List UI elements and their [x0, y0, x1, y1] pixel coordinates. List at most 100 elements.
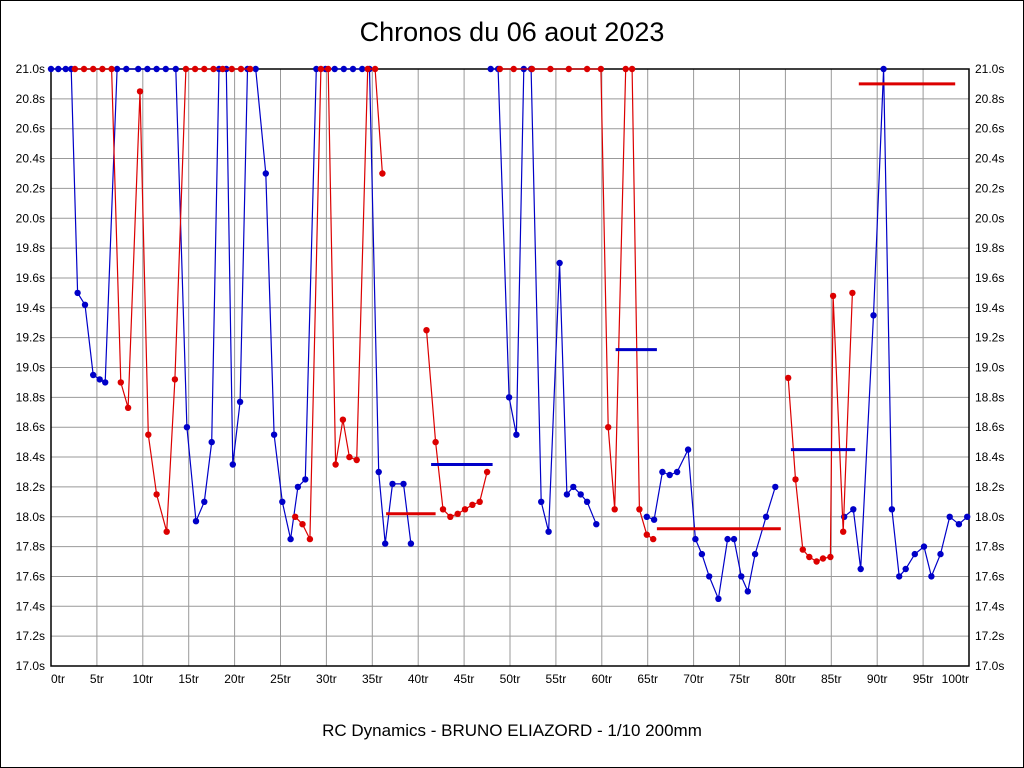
data-point: [162, 65, 169, 73]
data-point: [744, 588, 751, 595]
y-tick-label-right: 19.8s: [975, 241, 1004, 255]
data-point: [813, 558, 820, 565]
data-point: [432, 438, 439, 446]
data-point: [262, 170, 269, 177]
data-point: [299, 521, 306, 528]
data-point: [476, 498, 483, 505]
y-tick-label-right: 21.0s: [975, 62, 1004, 76]
data-point: [659, 468, 666, 476]
y-tick-label-right: 19.6s: [975, 271, 1004, 285]
data-point: [946, 513, 953, 520]
data-point: [80, 65, 88, 73]
data-point: [806, 553, 813, 561]
y-tick-label-right: 19.4s: [975, 301, 1004, 315]
y-tick-label-left: 18.0s: [16, 510, 45, 524]
data-point: [880, 65, 887, 73]
data-point: [911, 550, 918, 558]
data-point: [698, 550, 706, 558]
y-tick-label-left: 20.2s: [16, 181, 45, 195]
data-point: [538, 498, 545, 505]
data-point: [47, 65, 55, 73]
y-tick-label-right: 19.0s: [975, 361, 1004, 375]
data-point: [583, 65, 591, 73]
y-tick-label-right: 17.4s: [975, 599, 1004, 613]
y-tick-label-left: 18.4s: [16, 450, 45, 464]
y-tick-label-left: 17.2s: [16, 629, 45, 643]
data-point: [829, 292, 837, 300]
data-point: [423, 327, 430, 334]
data-point: [144, 65, 151, 73]
x-tick-label: 55tr: [546, 672, 567, 686]
data-point: [528, 65, 536, 73]
data-point: [684, 446, 692, 453]
data-point: [785, 374, 792, 382]
data-point: [850, 506, 857, 513]
data-point: [840, 528, 847, 535]
y-tick-label-right: 20.6s: [975, 122, 1004, 136]
data-point: [208, 438, 215, 446]
x-tick-label: 50tr: [500, 672, 521, 686]
data-point: [270, 431, 278, 438]
data-point: [955, 521, 963, 528]
data-point: [762, 513, 770, 520]
y-tick-label-left: 17.6s: [16, 569, 45, 583]
data-point: [135, 65, 142, 73]
y-tick-label-left: 17.4s: [16, 599, 45, 613]
y-tick-label-left: 20.0s: [16, 211, 45, 225]
data-point: [896, 573, 903, 580]
data-point: [400, 480, 407, 488]
data-point: [792, 476, 799, 483]
y-tick-label-right: 17.8s: [975, 540, 1004, 554]
y-tick-label-right: 18.6s: [975, 420, 1004, 434]
data-point: [730, 535, 738, 543]
y-tick-label-left: 18.6s: [16, 420, 45, 434]
data-point: [827, 553, 834, 561]
y-tick-label-right: 20.2s: [975, 181, 1004, 195]
data-point: [628, 65, 636, 73]
data-point: [650, 535, 657, 543]
data-point: [201, 498, 208, 505]
data-point: [201, 65, 208, 73]
data-point: [849, 289, 856, 297]
data-point: [379, 170, 386, 177]
data-point: [772, 483, 779, 491]
y-tick-label-right: 20.4s: [975, 152, 1004, 166]
data-point: [650, 516, 658, 523]
data-point: [597, 65, 605, 73]
data-point: [279, 498, 286, 505]
data-point: [353, 456, 360, 464]
x-tick-label: 95tr: [913, 672, 934, 686]
data-point: [375, 468, 382, 476]
y-tick-label-right: 18.4s: [975, 450, 1004, 464]
data-point: [302, 476, 309, 483]
data-point: [325, 65, 332, 73]
data-point: [306, 535, 314, 543]
y-tick-label-left: 18.2s: [16, 480, 45, 494]
y-tick-label-right: 17.0s: [975, 659, 1004, 673]
data-point: [228, 65, 235, 73]
y-tick-label-right: 20.0s: [975, 211, 1004, 225]
chart-title: Chronos du 06 aout 2023: [359, 17, 665, 47]
x-tick-label: 70tr: [683, 672, 704, 686]
series-driver-red: [71, 65, 856, 565]
data-point: [313, 65, 320, 73]
x-tick-label: 65tr: [637, 672, 658, 686]
data-point: [171, 376, 179, 383]
y-tick-label-left: 17.0s: [16, 659, 45, 673]
data-point: [510, 65, 517, 73]
y-tick-label-left: 20.6s: [16, 122, 45, 136]
data-point: [108, 65, 115, 73]
data-point: [545, 528, 552, 535]
data-point: [636, 506, 643, 513]
data-point: [113, 65, 121, 73]
x-tick-label: 5tr: [90, 672, 104, 686]
data-point: [349, 65, 357, 73]
data-point: [799, 546, 806, 553]
data-point: [236, 398, 244, 405]
y-tick-label-left: 19.6s: [16, 271, 45, 285]
data-point: [124, 404, 132, 411]
data-point: [738, 573, 745, 580]
data-point: [191, 65, 199, 73]
data-point: [964, 513, 971, 520]
